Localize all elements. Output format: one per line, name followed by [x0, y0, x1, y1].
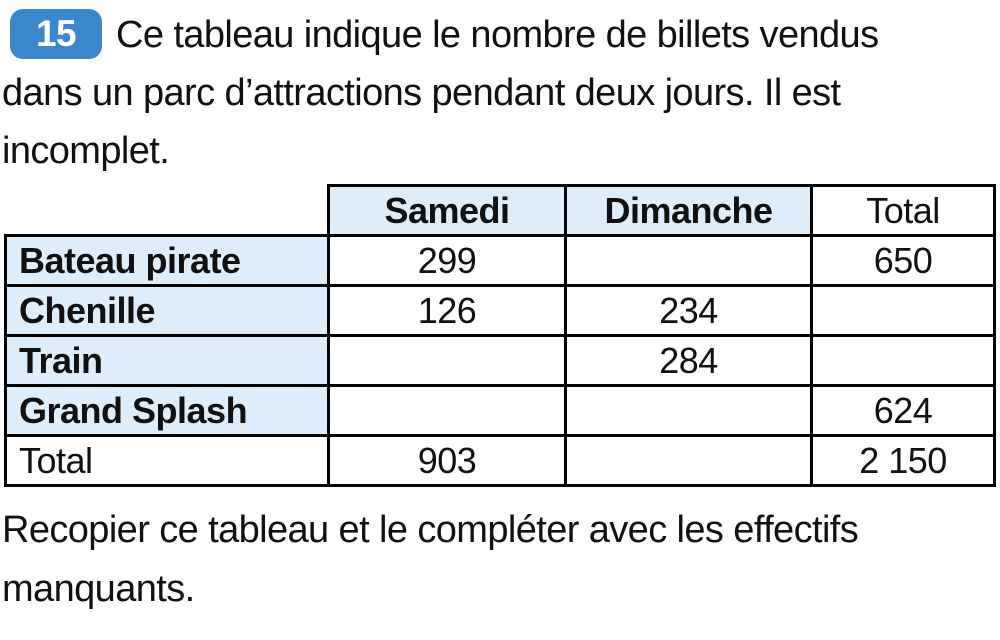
intro-line-3: incomplet.	[2, 130, 170, 172]
corner-cell	[5, 185, 329, 236]
cell-total-samedi: 903	[327, 434, 567, 487]
instruction-line-1: Recopier ce tableau et le compléter avec…	[2, 509, 859, 551]
cell-splash-dimanche	[564, 384, 813, 437]
table-row-total: Total 903 2 150	[4, 434, 996, 487]
header-row: Samedi Dimanche Total	[5, 184, 996, 237]
table-row-bateau-pirate: Bateau pirate 299 650	[4, 234, 996, 287]
header-cell-samedi: Samedi	[327, 184, 567, 237]
header-cell-total: Total	[810, 184, 996, 237]
table-row-chenille: Chenille 126 234	[4, 284, 996, 337]
intro-line-1: 15 Ce tableau indique le nombre de billet…	[2, 6, 1000, 64]
cell-train-total	[810, 334, 996, 387]
exercise-intro: 15 Ce tableau indique le nombre de billet…	[0, 0, 1000, 180]
row-label-chenille: Chenille	[4, 284, 330, 337]
cell-total-total: 2 150	[810, 434, 996, 487]
instruction-text: Recopier ce tableau et le compléter avec…	[0, 487, 1000, 619]
cell-bateau-samedi: 299	[327, 234, 567, 287]
intro-text-1: Ce tableau indique le nombre de billets …	[116, 14, 879, 56]
intro-line-2: dans un parc d’attractions pendant deux …	[2, 72, 841, 114]
cell-chenille-total	[810, 284, 996, 337]
cell-train-samedi	[327, 334, 567, 387]
cell-bateau-total: 650	[810, 234, 996, 287]
row-label-total: Total	[4, 434, 330, 487]
cell-chenille-samedi: 126	[327, 284, 567, 337]
instruction-line-2: manquants.	[2, 568, 195, 610]
cell-chenille-dimanche: 234	[564, 284, 813, 337]
cell-bateau-dimanche	[564, 234, 813, 287]
table-row-train: Train 284	[4, 334, 996, 387]
header-cell-dimanche: Dimanche	[564, 184, 813, 237]
cell-splash-samedi	[327, 384, 567, 437]
table-row-grand-splash: Grand Splash 624	[4, 384, 996, 437]
ticket-sales-table: Samedi Dimanche Total Bateau pirate 299 …	[4, 184, 996, 487]
exercise-number-badge: 15	[10, 8, 102, 59]
cell-splash-total: 624	[810, 384, 996, 437]
cell-total-dimanche	[564, 434, 813, 487]
row-label-bateau-pirate: Bateau pirate	[4, 234, 330, 287]
row-label-grand-splash: Grand Splash	[4, 384, 330, 437]
cell-train-dimanche: 284	[564, 334, 813, 387]
row-label-train: Train	[4, 334, 330, 387]
